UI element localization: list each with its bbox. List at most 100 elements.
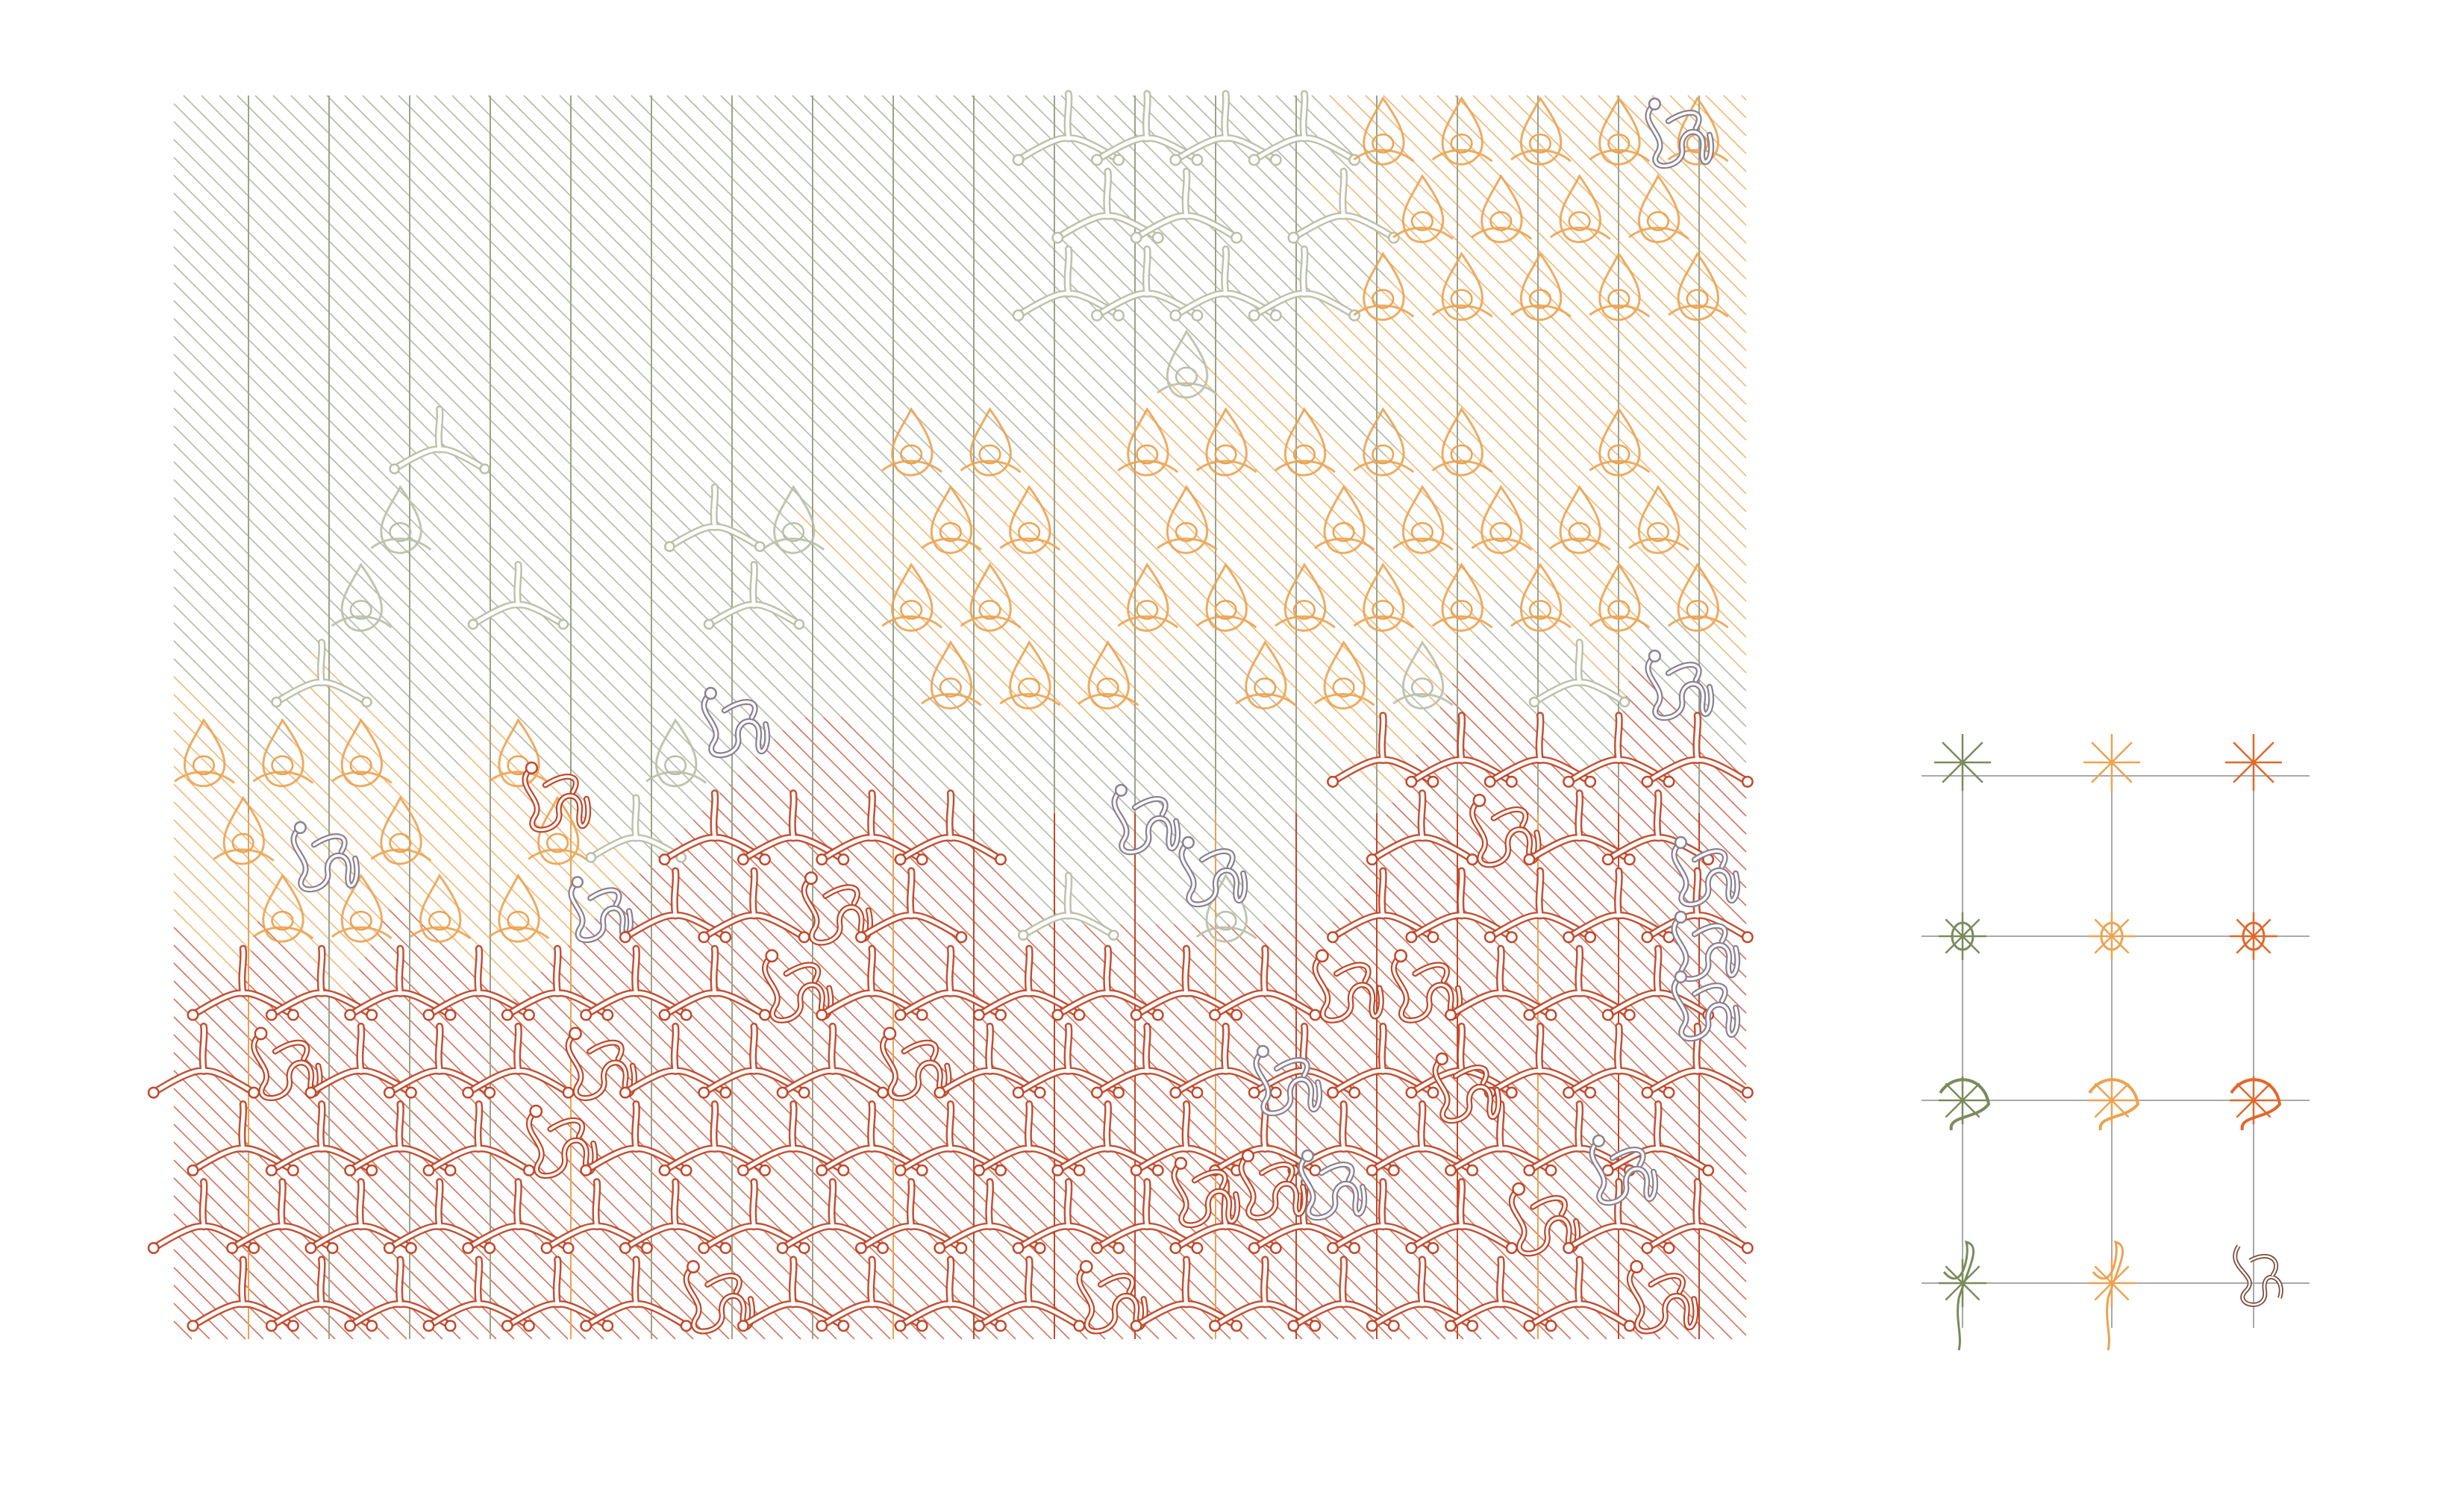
diagonal-line [173,318,345,489]
diagonal-line [1646,591,1747,692]
diagonal-line [684,95,863,273]
diagonal-line [698,1076,831,1209]
diagonal-line [881,95,1027,240]
diagonal-line [1383,167,1457,241]
diagonal-line [495,1016,604,1125]
diagonal-line [1277,329,1395,448]
diagonal-line [1700,322,1747,369]
diagonal-line [585,515,792,722]
y-motif [1327,1022,1439,1099]
y-motif [1601,944,1715,1021]
diagonal-line [370,354,569,552]
diagonal-line [567,551,766,749]
diagonal-line [1234,197,1338,301]
diagonal-line [1374,838,1561,1025]
y-motif [1563,1022,1675,1099]
diagonal-line [961,944,1160,1143]
diagonal-line [173,192,366,385]
legend-grid [1922,734,2310,1351]
diagonal-line [591,1129,697,1235]
legend-asterisk [2083,734,2140,791]
diagonal-line [863,95,1012,243]
diagonal-line [173,640,291,758]
diagonal-line [1451,683,1600,831]
y-motif [663,483,766,552]
loop-motif [1353,407,1415,477]
loop-motif [1431,562,1493,632]
diagonal-line [1702,181,1725,204]
loop-motif [331,873,393,943]
y-motif [1641,712,1754,788]
diagonal-line [848,510,1057,718]
diagonal-line [551,302,760,511]
diagonal-line [919,1189,1070,1340]
diagonal-line [573,539,775,740]
diagonal-line [917,95,1057,234]
diagonal-line [876,716,1085,925]
diagonal-line [1421,419,1530,529]
knot-motif [1111,783,1181,856]
y-motif [1012,245,1125,322]
y-motif [1327,712,1439,788]
diagonal-line [516,302,725,511]
diagonal-line [1503,143,1553,193]
diagonal-line [816,280,1004,468]
diagonal-line [1723,95,1728,100]
diagonal-line [257,1171,300,1214]
diagonal-line [985,932,1189,1137]
diagonal-line [418,849,542,973]
diagonal-line [1219,1131,1428,1340]
y-motif [1248,90,1361,166]
loop-motif [881,562,943,632]
y-motif [776,1022,889,1099]
diagonal-line [1313,527,1459,672]
diagonal-line [245,1267,270,1292]
diagonal-line [1724,203,1747,226]
diagonal-line [1048,924,1257,1132]
diagonal-line [362,95,571,304]
diagonal-line [343,1168,401,1226]
diagonal-line [1628,680,1747,799]
diagonal-line [1401,95,1460,154]
diagonal-line [912,716,1121,925]
loop-motif [1117,407,1179,477]
loop-motif [370,795,432,865]
diagonal-line [513,658,685,830]
diagonal-line [1672,241,1710,279]
y-motif [265,1100,378,1176]
diagonal-line [1609,231,1656,278]
diagonal-line [1648,289,1698,339]
diagonal-line [173,300,348,474]
diagonal-line [442,801,578,937]
diagonal-line [973,938,1175,1140]
diagonal-line [233,1326,246,1340]
loop-motif [1078,640,1139,709]
diagonal-line [352,980,443,1071]
diagonal-line [191,1303,201,1313]
diagonal-line [741,510,950,718]
diagonal-line [173,909,246,982]
diagonal-line [251,950,330,1029]
loop-motif [1589,95,1651,166]
legend-asterisk [1939,912,1986,960]
diagonal-line [795,510,1004,718]
motif-field [147,90,1754,1335]
diagonal-line [651,510,860,718]
diagonal-line [1025,95,1146,216]
y-motif [1641,1022,1754,1099]
diagonal-line [1145,395,1297,546]
diagonal-line [1069,1159,1249,1340]
diagonal-line [1730,173,1747,190]
diagonal-line [1332,921,1540,1129]
diagonal-line [710,801,891,982]
diagonal-line [173,282,351,460]
y-motif [1051,944,1164,1021]
y-motif [816,789,928,866]
diagonal-line [1010,242,1159,390]
diagonal-line [1091,716,1300,925]
diagonal-line [1253,341,1378,466]
diagonal-line [555,1147,652,1244]
y-motif [1169,245,1282,322]
diagonal-line [595,95,788,288]
loop-motif [488,873,550,943]
